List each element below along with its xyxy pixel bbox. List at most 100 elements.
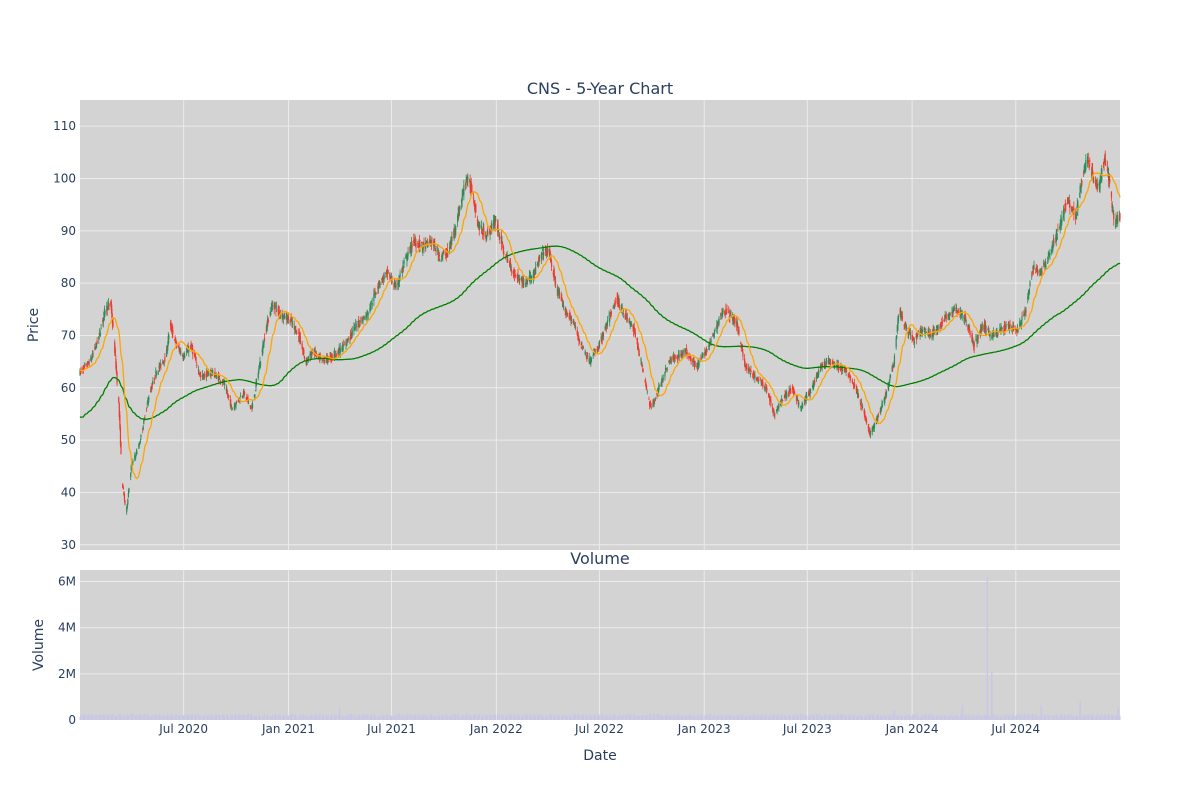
candle-up-body	[641, 364, 643, 366]
volume-bar	[90, 713, 92, 720]
candle-up-body	[426, 240, 428, 242]
volume-bar	[614, 714, 616, 720]
volume-bar	[182, 715, 184, 720]
volume-bar	[371, 713, 373, 720]
volume-bar	[858, 715, 860, 720]
volume-bar	[298, 716, 300, 720]
volume-bar	[389, 715, 391, 720]
volume-tick-label: 0	[68, 713, 76, 727]
volume-bar	[503, 716, 505, 720]
candle-down-body	[793, 390, 795, 394]
candle-up-body	[230, 405, 233, 408]
volume-bar	[909, 715, 911, 720]
candle-up-body	[684, 349, 686, 353]
candle-up-body	[897, 315, 900, 322]
volume-bar	[438, 714, 440, 720]
candle-down-body	[550, 258, 552, 263]
volume-bar	[156, 714, 158, 720]
volume-bar	[385, 715, 387, 720]
volume-bar	[665, 714, 667, 720]
volume-bar	[626, 713, 628, 720]
volume-tick-label: 6M	[58, 575, 76, 589]
volume-bar	[273, 715, 275, 720]
candle-up-body	[797, 399, 799, 402]
candle-up-body	[283, 313, 286, 319]
volume-bar	[421, 715, 423, 720]
volume-bar	[821, 715, 823, 720]
volume-bar	[813, 717, 815, 720]
candle-up-body	[989, 334, 991, 336]
volume-bar	[238, 714, 240, 720]
candle-down-body	[120, 441, 122, 454]
volume-bar	[536, 715, 538, 720]
candle-up-body	[355, 323, 357, 325]
candle-up-body	[810, 391, 812, 394]
volume-bar	[539, 714, 541, 720]
volume-bar	[641, 715, 643, 720]
volume-bar	[1085, 714, 1087, 720]
volume-bar	[1047, 714, 1049, 720]
candle-down-body	[278, 309, 280, 312]
volume-bar	[1047, 716, 1049, 720]
volume-bar	[383, 715, 385, 720]
candle-down-body	[904, 322, 906, 325]
volume-bar	[833, 715, 835, 720]
candle-up-body	[592, 355, 594, 356]
candle-down-body	[1037, 270, 1039, 274]
volume-bar	[876, 715, 878, 720]
volume-bar	[548, 716, 550, 720]
volume-bar	[936, 716, 938, 720]
volume-bar	[92, 713, 94, 720]
volume-bar	[622, 713, 624, 720]
volume-bar	[218, 715, 220, 720]
candle-down-body	[760, 379, 762, 381]
volume-bar	[661, 713, 663, 720]
volume-bar	[496, 713, 498, 720]
candle-up-body	[710, 339, 712, 343]
volume-bar	[441, 714, 443, 720]
volume-bar	[250, 714, 252, 720]
candle-up-body	[358, 321, 360, 323]
volume-bar	[805, 714, 807, 720]
candle-down-body	[1105, 164, 1107, 166]
volume-bar	[148, 716, 150, 720]
volume-bar	[781, 715, 783, 720]
volume-bar	[945, 716, 947, 720]
volume-bar	[143, 716, 145, 720]
candle-up-body	[450, 241, 452, 248]
volume-bar	[230, 713, 232, 720]
candle-up-body	[756, 377, 758, 379]
candle-down-body	[431, 239, 433, 241]
candle-down-body	[804, 399, 806, 402]
volume-bar	[481, 716, 483, 720]
volume-bar	[429, 716, 431, 720]
volume-bar	[354, 714, 356, 720]
volume-bar	[650, 714, 652, 720]
candle-down-body	[790, 391, 792, 393]
volume-bar	[682, 715, 684, 720]
volume-bar	[537, 714, 539, 720]
volume-bar	[524, 714, 526, 720]
candle-down-body	[1001, 327, 1003, 330]
volume-bar	[557, 716, 559, 720]
candle-up-body	[139, 440, 141, 443]
volume-bar	[401, 713, 403, 720]
candle-up-body	[1112, 211, 1114, 214]
volume-bar	[546, 716, 548, 720]
volume-bar	[897, 715, 899, 720]
volume-bar	[442, 715, 444, 720]
volume-bar	[689, 714, 691, 720]
volume-bar	[94, 715, 96, 720]
volume-bar	[888, 714, 890, 720]
volume-bar	[357, 715, 359, 720]
volume-bar	[992, 714, 994, 720]
volume-bar	[115, 717, 117, 720]
volume-bar	[1075, 716, 1077, 720]
candle-down-body	[337, 351, 339, 355]
candle-down-body	[446, 249, 448, 253]
candle-down-body	[151, 387, 153, 390]
volume-bar	[1001, 714, 1003, 720]
volume-bar	[919, 716, 921, 720]
candle-down-body	[206, 371, 208, 377]
volume-bar	[341, 714, 343, 720]
